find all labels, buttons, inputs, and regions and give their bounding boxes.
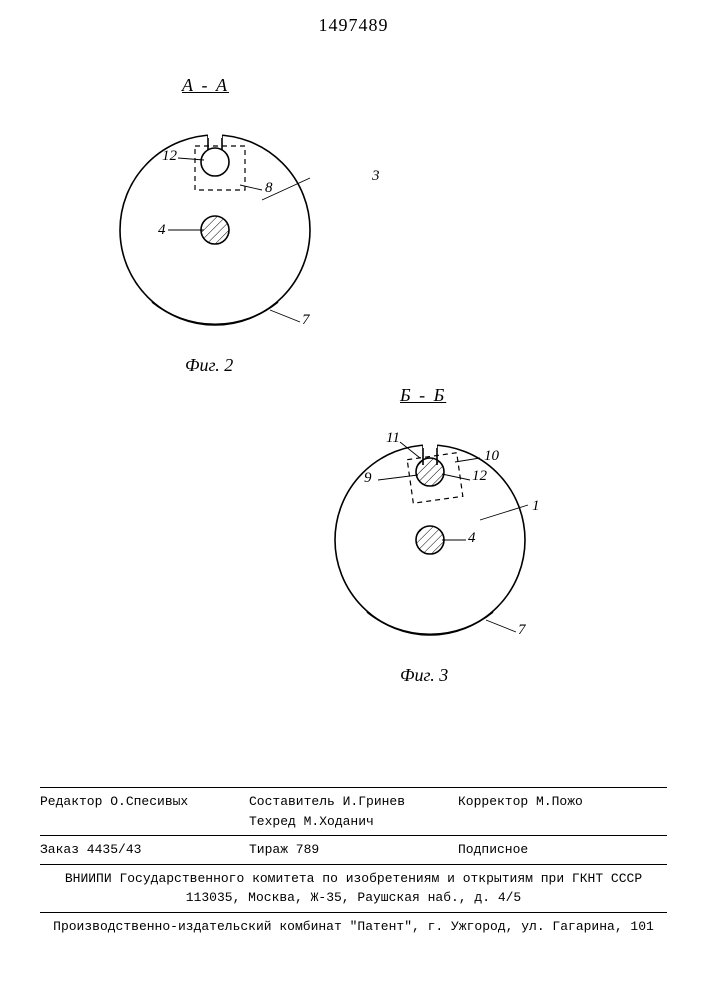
label-10: 10 — [484, 448, 499, 465]
tirazh: Тираж 789 — [249, 840, 458, 860]
label-1: 1 — [532, 498, 540, 515]
label-9: 9 — [364, 470, 372, 487]
editor: Редактор О.Спесивых — [40, 792, 249, 831]
label-8: 8 — [265, 180, 273, 197]
label-11: 11 — [386, 430, 400, 447]
drawings — [0, 60, 707, 715]
vniip-address: ВНИИПИ Государственного комитета по изоб… — [40, 865, 667, 913]
label-4b: 4 — [468, 530, 476, 547]
label-7: 7 — [302, 312, 310, 329]
fig2-drawing — [120, 134, 310, 325]
label-4: 4 — [158, 222, 166, 239]
document-number: 1497489 — [0, 15, 707, 36]
label-7b: 7 — [518, 622, 526, 639]
publisher-address: Производственно-издательский комбинат "П… — [40, 913, 667, 941]
subscription: Подписное — [458, 840, 667, 860]
footer-credits-row: Редактор О.Спесивых Составитель И.Гринев… — [40, 787, 667, 836]
footer-order-row: Заказ 4435/43 Тираж 789 Подписное — [40, 836, 667, 865]
label-12b: 12 — [472, 468, 487, 485]
page: 1497489 А - А Б - Б Фиг. 2 Фиг. 3 — [0, 0, 707, 1000]
compiler-techred: Составитель И.Гринев Техред М.Ходанич — [249, 792, 458, 831]
label-12: 12 — [162, 148, 177, 165]
label-3: 3 — [372, 168, 380, 185]
corrector: Корректор М.Пожо — [458, 792, 667, 831]
footer: Редактор О.Спесивых Составитель И.Гринев… — [40, 787, 667, 940]
order-number: Заказ 4435/43 — [40, 840, 249, 860]
